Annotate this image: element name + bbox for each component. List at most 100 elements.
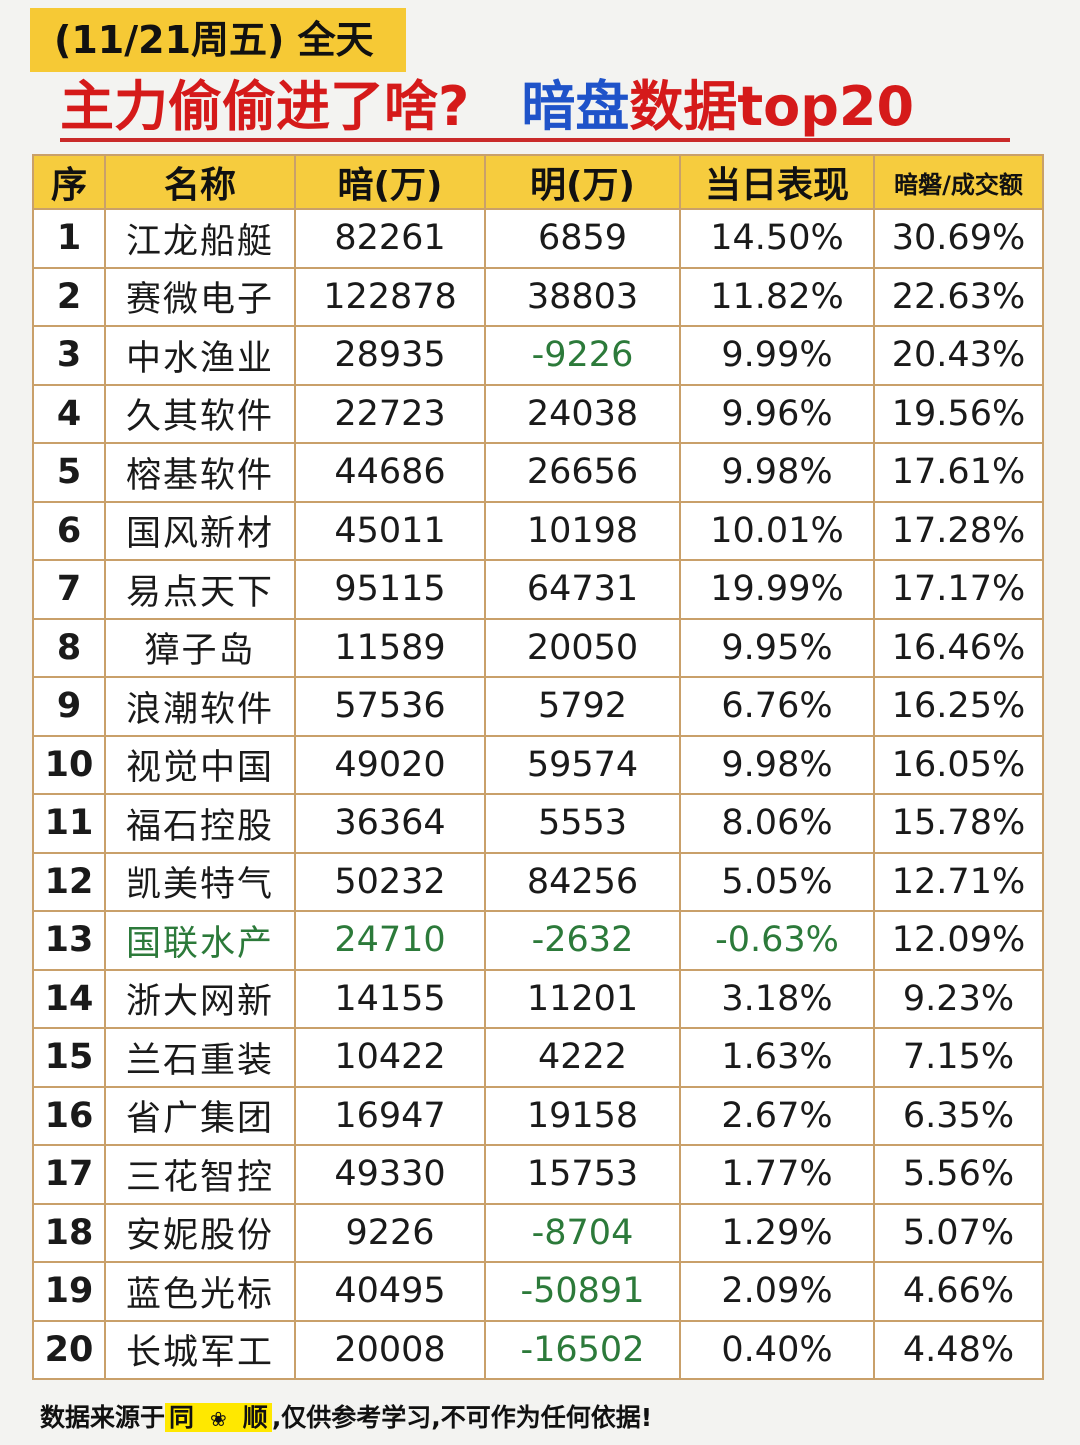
cell-ratio: 19.56%	[873, 383, 1044, 444]
cell-performance: 3.18%	[679, 968, 875, 1029]
cell-index: 7	[32, 559, 106, 620]
cell-index: 2	[32, 266, 106, 327]
table-row: 20 长城军工 20008 -16502 0.40% 4.48%	[32, 1319, 1044, 1380]
cell-dark-value: 22723	[294, 383, 486, 444]
cell-stock-name: 凯美特气	[104, 851, 296, 912]
cell-index: 19	[32, 1261, 106, 1322]
table-row: 8 獐子岛 11589 20050 9.95% 16.46%	[32, 617, 1044, 678]
flower-icon: ❀	[210, 1407, 227, 1431]
cell-dark-value: 11589	[294, 617, 486, 678]
cell-index: 13	[32, 910, 106, 971]
headline-question: 主力偷偷进了啥?	[60, 75, 470, 138]
cell-dark-value: 24710	[294, 910, 486, 971]
table-row: 6 国风新材 45011 10198 10.01% 17.28%	[32, 500, 1044, 561]
cell-performance: 0.40%	[679, 1319, 875, 1380]
cell-light-value: -50891	[484, 1261, 681, 1322]
table-row: 16 省广集团 16947 19158 2.67% 6.35%	[32, 1085, 1044, 1146]
headline-dark-pool: 暗盘	[521, 75, 630, 138]
cell-index: 17	[32, 1144, 106, 1205]
cell-performance: 6.76%	[679, 676, 875, 737]
cell-light-value: -2632	[484, 910, 681, 971]
cell-stock-name: 国联水产	[104, 910, 296, 971]
table-row: 3 中水渔业 28935 -9226 9.99% 20.43%	[32, 325, 1044, 386]
cell-ratio: 12.71%	[873, 851, 1044, 912]
cell-stock-name: 长城军工	[104, 1319, 296, 1380]
cell-index: 12	[32, 851, 106, 912]
table-row: 18 安妮股份 9226 -8704 1.29% 5.07%	[32, 1202, 1044, 1263]
cell-index: 4	[32, 383, 106, 444]
cell-ratio: 12.09%	[873, 910, 1044, 971]
cell-performance: 5.05%	[679, 851, 875, 912]
cell-dark-value: 50232	[294, 851, 486, 912]
source-name-b: 顺	[242, 1403, 268, 1432]
footer-disclaimer: 数据来源于同 ❀ 顺 ,仅供参考学习,不可作为任何依据!	[40, 1400, 652, 1436]
cell-performance: 1.77%	[679, 1144, 875, 1205]
cell-dark-value: 49020	[294, 734, 486, 795]
cell-dark-value: 57536	[294, 676, 486, 737]
table-row: 7 易点天下 95115 64731 19.99% 17.17%	[32, 559, 1044, 620]
cell-light-value: -9226	[484, 325, 681, 386]
cell-stock-name: 赛微电子	[104, 266, 296, 327]
cell-light-value: -8704	[484, 1202, 681, 1263]
cell-stock-name: 蓝色光标	[104, 1261, 296, 1322]
table-row: 19 蓝色光标 40495 -50891 2.09% 4.66%	[32, 1261, 1044, 1322]
cell-performance: 14.50%	[679, 208, 875, 269]
cell-index: 16	[32, 1085, 106, 1146]
table-row: 12 凯美特气 50232 84256 5.05% 12.71%	[32, 851, 1044, 912]
cell-performance: 10.01%	[679, 500, 875, 561]
cell-light-value: 5792	[484, 676, 681, 737]
header-ratio: 暗磐/成交额	[873, 154, 1044, 210]
footer-prefix: 数据来源于	[40, 1403, 166, 1432]
cell-dark-value: 10422	[294, 1027, 486, 1088]
cell-ratio: 20.43%	[873, 325, 1044, 386]
cell-index: 14	[32, 968, 106, 1029]
source-highlight: 同 ❀ 顺	[165, 1403, 272, 1432]
cell-light-value: 38803	[484, 266, 681, 327]
table-row: 14 浙大网新 14155 11201 3.18% 9.23%	[32, 968, 1044, 1029]
source-name-a: 同	[169, 1403, 195, 1432]
cell-stock-name: 浪潮软件	[104, 676, 296, 737]
cell-light-value: 84256	[484, 851, 681, 912]
cell-light-value: 19158	[484, 1085, 681, 1146]
cell-index: 20	[32, 1319, 106, 1380]
cell-performance: 9.95%	[679, 617, 875, 678]
cell-light-value: 10198	[484, 500, 681, 561]
cell-stock-name: 国风新材	[104, 500, 296, 561]
cell-ratio: 16.25%	[873, 676, 1044, 737]
cell-dark-value: 82261	[294, 208, 486, 269]
cell-dark-value: 49330	[294, 1144, 486, 1205]
headline-data-top20: 数据top20	[629, 75, 915, 138]
cell-index: 1	[32, 208, 106, 269]
cell-light-value: 59574	[484, 734, 681, 795]
dark-pool-table: 序 名称 暗(万) 明(万) 当日表现 暗磐/成交额 1 江龙船艇 82261 685…	[32, 154, 1044, 1380]
cell-dark-value: 44686	[294, 442, 486, 503]
table-header-row: 序 名称 暗(万) 明(万) 当日表现 暗磐/成交额	[32, 154, 1044, 210]
cell-index: 8	[32, 617, 106, 678]
cell-stock-name: 中水渔业	[104, 325, 296, 386]
cell-ratio: 7.15%	[873, 1027, 1044, 1088]
cell-performance: 2.09%	[679, 1261, 875, 1322]
cell-ratio: 9.23%	[873, 968, 1044, 1029]
cell-stock-name: 榕基软件	[104, 442, 296, 503]
cell-light-value: -16502	[484, 1319, 681, 1380]
cell-index: 10	[32, 734, 106, 795]
cell-stock-name: 久其软件	[104, 383, 296, 444]
cell-ratio: 30.69%	[873, 208, 1044, 269]
cell-performance: 2.67%	[679, 1085, 875, 1146]
headline-underline	[60, 138, 1010, 142]
table-row: 4 久其软件 22723 24038 9.96% 19.56%	[32, 383, 1044, 444]
header-performance: 当日表现	[679, 154, 875, 210]
cell-dark-value: 14155	[294, 968, 486, 1029]
header-light: 明(万)	[484, 154, 681, 210]
cell-stock-name: 易点天下	[104, 559, 296, 620]
cell-stock-name: 三花智控	[104, 1144, 296, 1205]
table-row: 10 视觉中国 49020 59574 9.98% 16.05%	[32, 734, 1044, 795]
cell-light-value: 15753	[484, 1144, 681, 1205]
footer-suffix: ,仅供参考学习,不可作为任何依据!	[271, 1403, 653, 1432]
cell-stock-name: 视觉中国	[104, 734, 296, 795]
cell-light-value: 6859	[484, 208, 681, 269]
cell-stock-name: 省广集团	[104, 1085, 296, 1146]
cell-light-value: 5553	[484, 793, 681, 854]
header-dark: 暗(万)	[294, 154, 486, 210]
date-text: (11/21周五) 全天	[54, 18, 374, 62]
